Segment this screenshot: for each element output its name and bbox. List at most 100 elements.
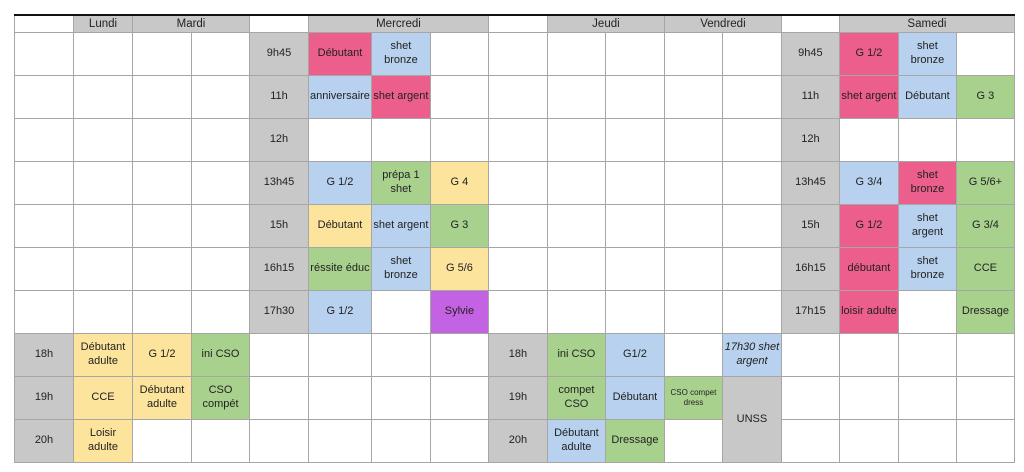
empty-cell <box>487 118 548 162</box>
empty-cell <box>546 75 606 119</box>
empty-cell <box>604 204 665 248</box>
empty-cell <box>663 419 723 463</box>
empty-cell <box>663 290 723 334</box>
class-cell: shet bronze <box>897 32 957 76</box>
time-cell-jeudi: 20h <box>487 419 548 463</box>
empty-cell <box>604 118 665 162</box>
class-cell: Sylvie <box>429 290 489 334</box>
empty-cell <box>955 32 1015 76</box>
schedule-row: 13h45 G 1/2 prépa 1 shet G 4 13h45 G 3/4… <box>14 161 1015 205</box>
empty-cell <box>191 247 250 291</box>
empty-cell <box>546 161 606 205</box>
class-cell: Débutant adulte <box>546 419 606 463</box>
time-cell-jeudi: 19h <box>487 376 548 420</box>
empty-cell <box>546 32 606 76</box>
class-cell: 17h30 shet argent <box>721 333 782 377</box>
time-cell-jeudi: 18h <box>487 333 548 377</box>
empty-cell <box>191 118 250 162</box>
empty-cell <box>132 75 192 119</box>
class-cell: G 5/6 <box>429 247 489 291</box>
empty-cell <box>429 118 489 162</box>
empty-cell <box>73 247 133 291</box>
empty-cell <box>308 333 372 377</box>
class-cell: shet argent <box>838 75 899 119</box>
class-cell: G 3/4 <box>955 204 1015 248</box>
class-cell: CCE <box>955 247 1015 291</box>
empty-cell <box>73 161 133 205</box>
empty-cell <box>897 333 957 377</box>
time-cell-mercredi: 11h <box>249 75 309 119</box>
empty-cell <box>132 419 192 463</box>
class-cell: Débutant adulte <box>132 376 192 420</box>
schedule-row: 17h30 G 1/2 Sylvie 17h15 loisir adulte D… <box>14 290 1015 334</box>
empty-cell <box>487 32 548 76</box>
empty-cell <box>780 376 840 420</box>
empty-cell <box>429 419 489 463</box>
empty-cell <box>546 247 606 291</box>
class-cell-unss: UNSS <box>721 376 782 463</box>
empty-cell <box>132 204 192 248</box>
empty-cell <box>73 118 133 162</box>
empty-cell <box>14 32 74 76</box>
class-cell: ini CSO <box>546 333 606 377</box>
time-cell-lundi: 19h <box>14 376 74 420</box>
schedule-row: 16h15 réssite éduc shet bronze G 5/6 16h… <box>14 247 1015 291</box>
class-cell: shet bronze <box>897 161 957 205</box>
weekly-schedule-table: Lundi Mardi Mercredi Jeudi Vendredi Same… <box>14 14 1015 463</box>
header-empty <box>14 14 74 33</box>
empty-cell <box>897 419 957 463</box>
empty-cell <box>663 32 723 76</box>
empty-cell <box>487 204 548 248</box>
empty-cell <box>663 333 723 377</box>
empty-cell <box>487 75 548 119</box>
class-cell: Débutant <box>308 32 372 76</box>
empty-cell <box>721 204 782 248</box>
empty-cell <box>14 290 74 334</box>
time-cell-mercredi: 9h45 <box>249 32 309 76</box>
class-cell: Dressage <box>604 419 665 463</box>
empty-cell <box>370 118 431 162</box>
class-cell: G 4 <box>429 161 489 205</box>
empty-cell <box>14 204 74 248</box>
time-cell-mercredi: 13h45 <box>249 161 309 205</box>
class-cell: réssite éduc <box>308 247 372 291</box>
empty-cell <box>191 204 250 248</box>
time-cell-samedi: 12h <box>780 118 840 162</box>
empty-cell <box>308 118 372 162</box>
empty-cell <box>721 161 782 205</box>
class-cell: shet argent <box>370 204 431 248</box>
empty-cell <box>370 376 431 420</box>
empty-cell <box>897 118 957 162</box>
empty-cell <box>604 247 665 291</box>
empty-cell <box>132 118 192 162</box>
empty-cell <box>73 75 133 119</box>
empty-cell <box>897 290 957 334</box>
empty-cell <box>132 247 192 291</box>
empty-cell <box>663 75 723 119</box>
empty-cell <box>546 118 606 162</box>
empty-cell <box>249 333 309 377</box>
time-cell-samedi: 11h <box>780 75 840 119</box>
schedule-row: 18h Débutant adulte G 1/2 ini CSO 18h in… <box>14 333 1015 377</box>
class-cell: shet bronze <box>370 247 431 291</box>
schedule-row: 15h Débutant shet argent G 3 15h G 1/2 s… <box>14 204 1015 248</box>
day-header-mardi: Mardi <box>132 14 250 33</box>
class-cell: Débutant <box>604 376 665 420</box>
class-cell: G 5/6+ <box>955 161 1015 205</box>
empty-cell <box>73 204 133 248</box>
empty-cell <box>838 118 899 162</box>
empty-cell <box>308 376 372 420</box>
empty-cell <box>663 247 723 291</box>
time-cell-samedi: 16h15 <box>780 247 840 291</box>
class-cell: Dressage <box>955 290 1015 334</box>
day-header-mercredi: Mercredi <box>308 14 489 33</box>
schedule-row: 19h CCE Débutant adulte CSO compét 19h c… <box>14 376 1015 463</box>
empty-cell <box>73 32 133 76</box>
class-cell: shet bronze <box>370 32 431 76</box>
empty-cell <box>838 333 899 377</box>
empty-cell <box>191 32 250 76</box>
empty-cell <box>721 32 782 76</box>
schedule-row: 11h anniversaire shet argent 11h shet ar… <box>14 75 1015 119</box>
class-cell: compet CSO <box>546 376 606 420</box>
